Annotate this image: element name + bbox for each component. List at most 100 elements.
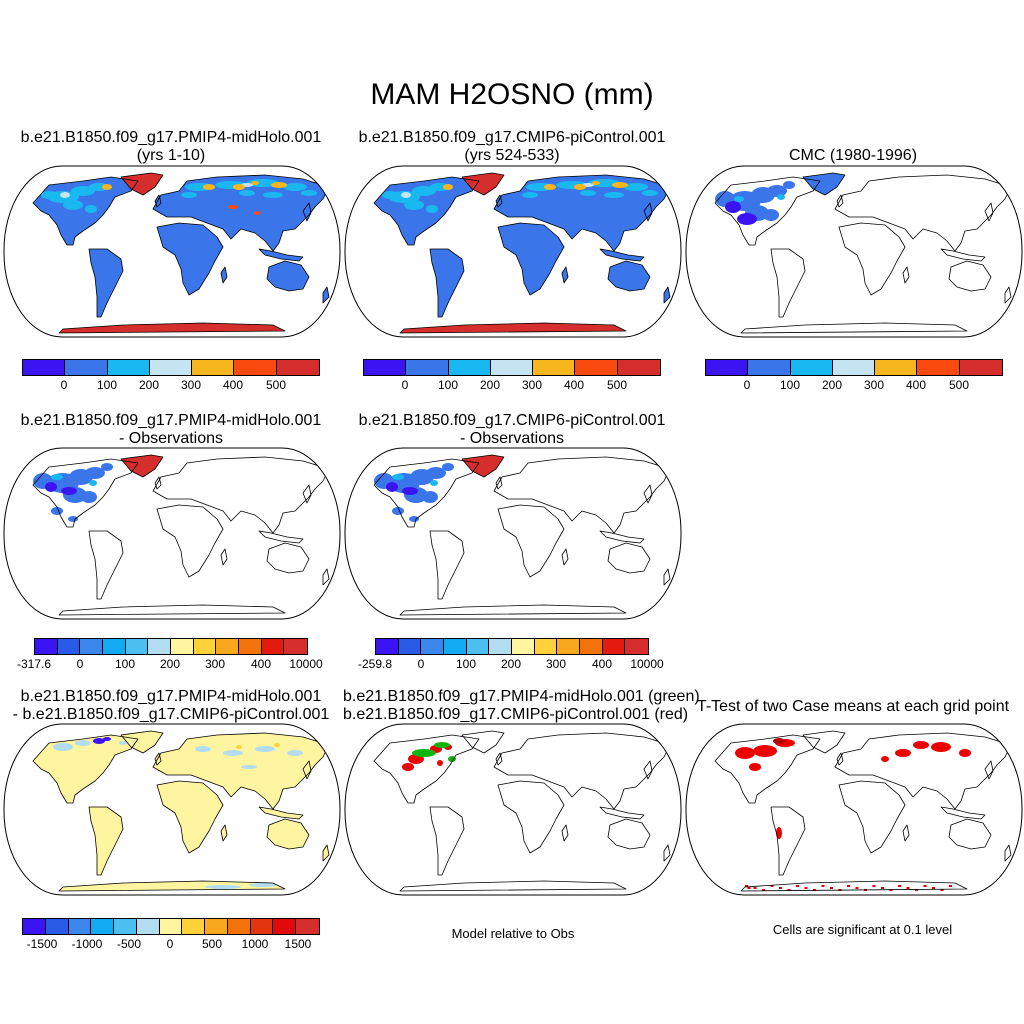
continent-indonesia [600,807,644,819]
coastline-indonesia [258,806,304,820]
continent-australia [267,543,309,573]
continent-indonesia [600,249,644,261]
diff-region [93,738,105,744]
map-outline [685,165,1023,338]
coastline-uk [154,752,162,766]
colorbar-label: 500 [265,378,287,392]
diff-region [430,480,438,486]
coastline-uk [495,194,503,208]
diff-region [426,467,446,479]
colorbar-swatch [398,639,422,654]
colorbar-swatch [832,360,876,375]
coastline-antarctica [399,880,627,892]
coastline-japan [984,760,994,780]
snow-region [283,183,307,191]
diff-region [51,507,63,515]
colorbar-swatch [296,919,319,934]
coastline-antarctica [399,604,627,616]
coastline-australia [948,260,992,292]
snow-region [71,186,95,196]
colorbar-label: 200 [159,657,181,671]
coastline-japan [643,202,653,222]
continent-nz [323,569,329,585]
panel-title-line: (yrs 524-533) [464,147,560,164]
significance-cell [906,887,910,889]
panel-title-line: - Observations [459,430,565,447]
map-panel-p3 [685,165,1023,338]
coastline-eurasia [493,174,671,252]
colorbar-swatch [238,639,262,654]
colorbar-swatch [193,639,217,654]
colorbar-swatch [148,639,171,654]
significance-cell [830,887,833,889]
diff-region [462,455,504,477]
continent-indonesia [941,249,985,261]
snow-region [412,186,436,196]
snow-region [604,192,624,198]
colorbar-label: 0 [60,378,68,392]
colorbar-swatch [748,360,791,375]
continent-namerica [374,735,479,803]
significance-cell [770,885,774,887]
colorbar-swatch [250,919,274,934]
colorbar-label: 300 [863,378,885,392]
continent-madagascar [903,825,909,841]
coastline-antarctica [740,880,968,892]
panel-title-line: b.e21.B1850.f09_g17.PMIP4-midHolo.001 [20,129,322,146]
colorbar-label: 400 [250,657,272,671]
coastline-madagascar [561,548,569,566]
colorbar-swatch [448,360,491,375]
colorbar-swatch [136,919,160,934]
colorbar-swatch [706,360,749,375]
snow-region [228,205,238,209]
snow-region [60,192,70,198]
continent-indonesia [259,531,303,543]
coastline-japan [302,484,312,504]
significance-cell [753,887,757,889]
coastline-antarctica [399,322,627,334]
coastline-uk [836,194,844,208]
coastline-japan [643,760,653,780]
colorbar-swatch [216,639,239,654]
coastline-africa [156,780,224,854]
significance-cell [940,889,944,891]
significance-region [448,756,456,762]
diff-region [392,507,404,515]
colorbar-p2 [363,359,661,376]
coastline-samerica [88,248,124,318]
colorbar-swatch [490,360,534,375]
coastline-greenland [120,172,164,196]
coastline-madagascar [902,824,910,842]
snow-region [63,200,83,210]
colorbar-swatch [533,360,576,375]
significance-cell [855,887,859,889]
colorbar-swatch [284,639,307,654]
snow-region [102,184,112,190]
snow-region [580,190,596,196]
coastline-indonesia [258,248,304,262]
coastline-nz [322,844,330,862]
diff-region [442,463,454,471]
colorbar-swatch [35,639,58,654]
colorbar-label: 100 [779,378,801,392]
continent-madagascar [562,549,568,565]
colorbar-swatch [406,360,449,375]
colorbar-swatch [276,360,319,375]
coastline-madagascar [561,266,569,284]
snow-region [382,191,398,199]
coastline-greenland [802,172,846,196]
panel-title-line: CMC (1980-1996) [788,147,918,164]
coastline-nz [322,286,330,304]
significance-region [881,756,889,762]
colorbar-swatch [205,919,228,934]
colorbar-p3 [705,359,1003,376]
colorbar-label: 200 [138,378,160,392]
coastline-africa [156,504,224,578]
significance-region [753,745,777,757]
panel-title-line: - Observations [118,430,224,447]
colorbar-label: 1500 [284,937,312,951]
coastline-namerica [714,176,821,246]
colorbar-label: 0 [417,657,425,671]
diff-region [103,737,111,741]
significance-cell [804,887,808,889]
